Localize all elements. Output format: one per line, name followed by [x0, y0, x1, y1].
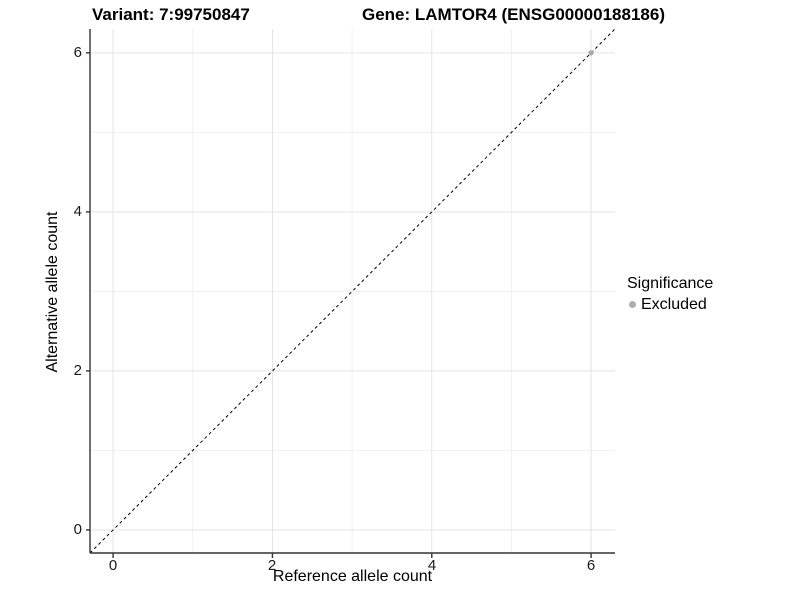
y-tick-label-0: 0 — [73, 521, 82, 538]
legend-item-label: Excluded — [641, 296, 707, 313]
y-axis-title: Alternative allele count — [44, 211, 61, 373]
legend-item-excluded: Excluded — [627, 295, 713, 314]
x-tick-label-4: 4 — [427, 557, 437, 574]
variant-title: Variant: 7:99750847 — [92, 5, 250, 24]
x-tick-label-2: 2 — [267, 557, 277, 574]
legend: Significance Excluded — [627, 274, 713, 314]
y-tick-label-4: 4 — [73, 203, 82, 220]
y-tick-label-6: 6 — [73, 44, 82, 61]
x-axis-title: Reference allele count — [272, 568, 433, 585]
plot-panel — [86, 29, 616, 558]
x-tick-label-0: 0 — [108, 557, 118, 574]
legend-title: Significance — [627, 275, 714, 292]
excluded-point-icon — [629, 301, 636, 308]
x-tick-label-6: 6 — [586, 557, 596, 574]
y-tick-label-2: 2 — [73, 362, 82, 379]
data-point-excluded — [588, 50, 594, 56]
gene-title: Gene: LAMTOR4 (ENSG00000188186) — [362, 5, 665, 24]
